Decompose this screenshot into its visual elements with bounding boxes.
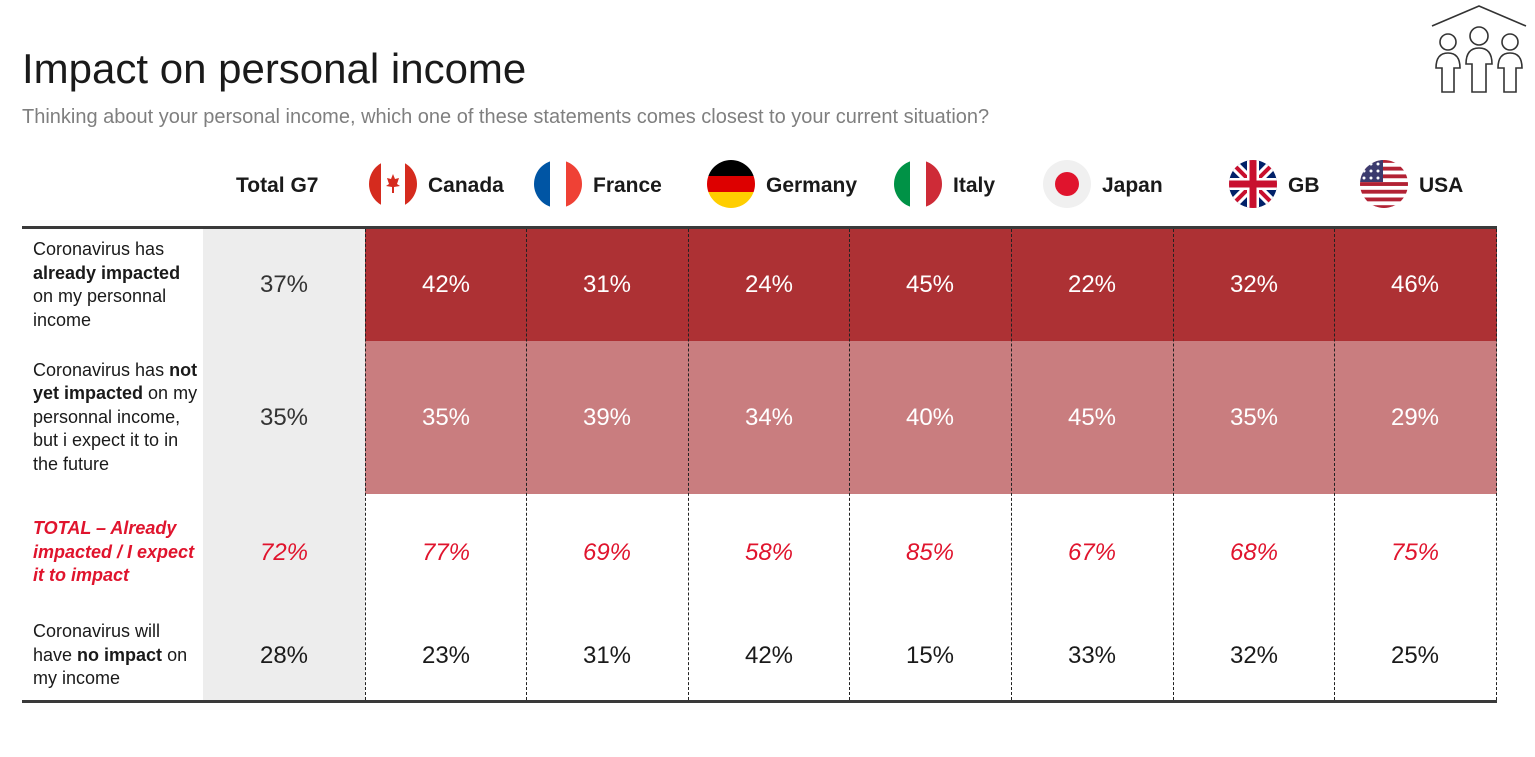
column-header-label: GB (1288, 174, 1320, 197)
column-header-label: Canada (428, 174, 504, 197)
data-cell-usa: 29% (1390, 403, 1440, 431)
data-cell-usa: 25% (1390, 641, 1440, 669)
row-label: Coronavirus has already impacted on my p… (33, 229, 198, 341)
data-cell-japan: 33% (1067, 641, 1117, 669)
row-label-part: TOTAL – Already impacted / I expect it t… (33, 518, 195, 586)
column-header-total-g7: Total G7 (236, 154, 318, 218)
page-subtitle: Thinking about your personal income, whi… (22, 106, 990, 128)
column-divider (1011, 229, 1012, 700)
column-header-label: USA (1419, 174, 1464, 197)
uk-flag-icon (1228, 159, 1278, 214)
data-cell-total-g7: 37% (259, 271, 309, 298)
data-cell-france: 39% (582, 403, 632, 431)
row-label-part: Coronavirus will have (33, 621, 161, 665)
data-cell-italy: 45% (905, 271, 955, 298)
column-divider (688, 229, 689, 700)
germany-flag-icon (706, 159, 756, 214)
row-label: Coronavirus has not yet impacted on my p… (33, 341, 198, 494)
data-cell-total-g7: 35% (259, 403, 309, 431)
data-cell-gb: 32% (1229, 271, 1279, 298)
row-1-highlight-band (365, 229, 1497, 341)
table-top-rule (22, 226, 1497, 229)
column-header-label: Germany (766, 174, 858, 197)
data-cell-france: 69% (582, 538, 632, 566)
data-cell-canada: 35% (421, 403, 471, 431)
data-cell-gb: 32% (1229, 641, 1279, 669)
data-cell-japan: 45% (1067, 403, 1117, 431)
row-label-part: Coronavirus has (33, 359, 170, 380)
column-divider (849, 229, 850, 700)
data-cell-germany: 24% (744, 271, 794, 298)
japan-flag-icon (1042, 159, 1092, 214)
data-cell-gb: 35% (1229, 403, 1279, 431)
data-cell-canada: 77% (421, 538, 471, 566)
data-cell-france: 31% (582, 271, 632, 298)
row-label-part: on my income (33, 644, 188, 689)
column-divider (365, 229, 366, 700)
usa-flag-icon (1359, 159, 1409, 214)
data-cell-total-g7: 28% (259, 641, 309, 669)
data-cell-gb: 68% (1229, 538, 1279, 566)
column-header-label: Italy (953, 174, 996, 197)
row-label: TOTAL – Already impacted / I expect it t… (33, 494, 198, 611)
data-cell-germany: 58% (744, 538, 794, 566)
canada-flag-icon (368, 159, 418, 214)
column-divider (1334, 229, 1335, 700)
total-column-background (203, 229, 365, 700)
data-cell-japan: 22% (1067, 271, 1117, 298)
row-label-part: on my personnal income, but i expect it … (33, 383, 198, 474)
column-header-usa: USA (1359, 154, 1463, 218)
page-title: Impact on personal income (22, 45, 527, 92)
row-label-part: already impacted (33, 262, 181, 283)
data-cell-italy: 15% (905, 641, 955, 669)
row-label: Coronavirus will have no impact on my in… (33, 611, 198, 700)
data-cell-japan: 67% (1067, 538, 1117, 566)
column-divider (1496, 229, 1497, 700)
people-house-icon (1431, 5, 1527, 93)
column-header-label: Japan (1102, 174, 1163, 197)
column-header-gb: GB (1228, 154, 1320, 218)
table-bottom-rule (22, 700, 1497, 703)
data-cell-italy: 40% (905, 403, 955, 431)
data-cell-germany: 42% (744, 641, 794, 669)
italy-flag-icon (893, 159, 943, 214)
france-flag-icon (533, 159, 583, 214)
data-cell-total-g7: 72% (259, 538, 309, 566)
column-divider (1173, 229, 1174, 700)
column-header-label: Total G7 (236, 174, 319, 197)
column-header-japan: Japan (1042, 154, 1163, 218)
data-cell-germany: 34% (744, 403, 794, 431)
column-header-row: Total G7 Canada France Germany Italy Japan GB U… (0, 154, 1535, 218)
column-header-germany: Germany (706, 154, 857, 218)
data-cell-france: 31% (582, 641, 632, 669)
data-cell-usa: 75% (1390, 538, 1440, 566)
row-label-part: no impact (77, 644, 163, 665)
row-label-part: not yet impacted (33, 359, 198, 404)
data-cell-usa: 46% (1390, 271, 1440, 298)
data-cell-canada: 23% (421, 641, 471, 669)
row-2-highlight-band (365, 341, 1497, 494)
column-header-label: France (593, 174, 662, 197)
data-cell-canada: 42% (421, 271, 471, 298)
row-label-part: Coronavirus has (33, 239, 165, 259)
column-divider (526, 229, 527, 700)
column-header-italy: Italy (893, 154, 995, 218)
column-header-canada: Canada (368, 154, 504, 218)
data-cell-italy: 85% (905, 538, 955, 566)
column-header-france: France (533, 154, 662, 218)
row-label-part: on my personnal income (33, 286, 167, 330)
